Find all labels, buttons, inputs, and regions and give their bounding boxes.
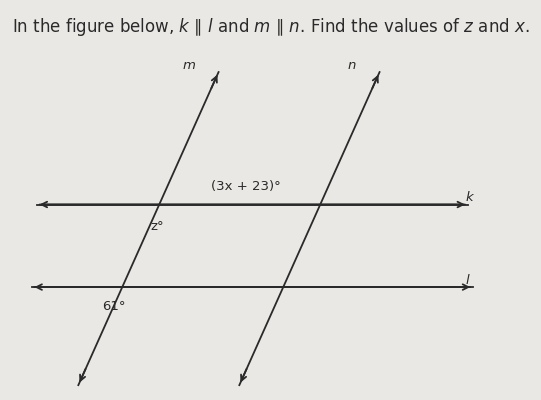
Text: n: n [348, 59, 356, 72]
Text: z°: z° [150, 220, 163, 233]
Text: 61°: 61° [102, 300, 125, 313]
Text: m: m [182, 59, 195, 72]
Text: In the figure below, $k$ ∥ $l$ and $m$ ∥ $n$. Find the values of $z$ and $x$.: In the figure below, $k$ ∥ $l$ and $m$ ∥… [11, 16, 530, 38]
Text: k: k [465, 191, 473, 204]
Text: l: l [465, 274, 469, 287]
Text: (3x + 23)°: (3x + 23)° [211, 180, 281, 193]
